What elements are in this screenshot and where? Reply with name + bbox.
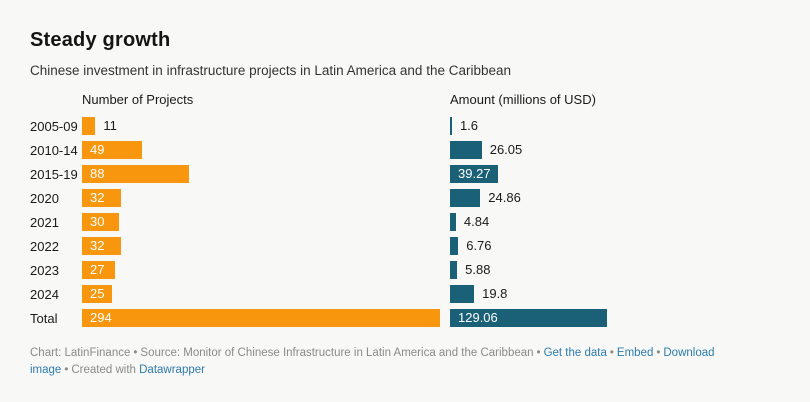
separator-dot: • (133, 347, 138, 359)
get-the-data-link[interactable]: Get the data (543, 347, 607, 359)
bar-rows: 2005-09 11 1.6 2010-14 49 26.05 2015-19 88 39.27… (30, 114, 790, 330)
amount-bar (450, 189, 481, 207)
row-label: 2023 (30, 262, 59, 278)
amount-cell: 24.86 (450, 189, 790, 207)
projects-cell: 88 (82, 165, 450, 183)
datawrapper-link[interactable]: Datawrapper (139, 364, 205, 376)
amount-bar (450, 213, 456, 231)
amount-bar (450, 309, 608, 327)
projects-bar (82, 165, 190, 183)
row-label: 2010-14 (30, 142, 78, 158)
footer-byline: Chart: LatinFinance (30, 347, 131, 359)
amount-bar (450, 261, 458, 279)
amount-cell: 19.8 (450, 285, 790, 303)
separator-dot: • (656, 347, 661, 359)
projects-bar (82, 141, 142, 159)
value-label: 4.84 (463, 214, 490, 229)
projects-bar (82, 261, 115, 279)
value-label: 26.05 (489, 142, 523, 157)
chart-row: 2023 27 5.88 (30, 258, 790, 282)
projects-cell: 32 (82, 189, 450, 207)
value-label: 129.06 (458, 310, 498, 325)
chart-title: Steady growth (30, 29, 171, 51)
value-label: 25 (90, 286, 105, 301)
amount-cell: 4.84 (450, 213, 790, 231)
amount-bar (450, 117, 452, 135)
value-label: 39.27 (458, 166, 491, 181)
chart-row: 2010-14 49 26.05 (30, 138, 790, 162)
projects-bar (82, 189, 121, 207)
separator-dot: • (536, 347, 541, 359)
chart-row: 2021 30 4.84 (30, 210, 790, 234)
chart-container: Steady growth Chinese investment in infr… (30, 29, 790, 379)
row-label: 2005-09 (30, 118, 78, 134)
created-with-text: Created with (71, 364, 136, 376)
column-header-amount: Amount (millions of USD) (450, 92, 596, 107)
value-label: 1.6 (459, 118, 479, 133)
column-headers: Number of Projects Amount (millions of U… (30, 92, 790, 108)
embed-link[interactable]: Embed (616, 347, 654, 359)
value-label: 88 (90, 166, 105, 181)
chart-subtitle: Chinese investment in infrastructure pro… (30, 63, 512, 78)
value-label: 6.76 (466, 238, 492, 253)
projects-cell: 32 (82, 237, 450, 255)
value-label: 11 (103, 118, 117, 133)
chart-footer: Chart: LatinFinance • Source: Monitor of C… (30, 345, 788, 379)
value-label: 27 (90, 262, 105, 277)
value-label: 294 (90, 310, 112, 325)
projects-cell: 49 (82, 141, 450, 159)
row-label: 2020 (30, 190, 59, 206)
row-label: 2024 (30, 286, 59, 302)
amount-bar (450, 285, 475, 303)
chart-row: 2005-09 11 1.6 (30, 114, 790, 138)
projects-cell: 11 (82, 117, 450, 135)
row-label: Total (30, 310, 58, 326)
amount-cell: 6.76 (450, 237, 790, 255)
download-image-link[interactable]: Download image (30, 347, 715, 376)
amount-cell: 1.6 (450, 117, 790, 135)
value-label: 32 (90, 238, 105, 253)
amount-cell: 26.05 (450, 141, 790, 159)
projects-bar (82, 117, 96, 135)
row-label: 2021 (30, 214, 59, 230)
separator-dot: • (64, 364, 69, 376)
column-header-projects: Number of Projects (82, 92, 194, 107)
value-label: 5.88 (465, 262, 491, 277)
value-label: 30 (90, 214, 105, 229)
chart-row: 2024 25 19.8 (30, 282, 790, 306)
amount-cell: 39.27 (450, 165, 790, 183)
column-header-spacer (30, 92, 82, 108)
amount-cell: 5.88 (450, 261, 790, 279)
chart-row: 2022 32 6.76 (30, 234, 790, 258)
projects-cell: 27 (82, 261, 450, 279)
projects-cell: 294 (82, 309, 450, 327)
projects-bar (82, 285, 113, 303)
chart-row: 2015-19 88 39.27 (30, 162, 790, 186)
amount-bar (450, 165, 498, 183)
projects-bar (82, 309, 440, 327)
value-label: 32 (90, 190, 105, 205)
row-label: 2022 (30, 238, 59, 254)
amount-cell: 129.06 (450, 309, 790, 327)
projects-bar (82, 213, 119, 231)
row-label: 2015-19 (30, 166, 78, 182)
separator-dot: • (609, 347, 614, 359)
projects-cell: 30 (82, 213, 450, 231)
chart-row: Total 294 129.06 (30, 306, 790, 330)
projects-cell: 25 (82, 285, 450, 303)
value-label: 19.8 (482, 286, 508, 301)
amount-bar (450, 237, 459, 255)
value-label: 24.86 (488, 190, 521, 205)
chart-row: 2020 32 24.86 (30, 186, 790, 210)
projects-bar (82, 237, 121, 255)
footer-source: Source: Monitor of Chinese Infrastructur… (140, 347, 534, 359)
value-label: 49 (90, 142, 105, 157)
amount-bar (450, 141, 482, 159)
